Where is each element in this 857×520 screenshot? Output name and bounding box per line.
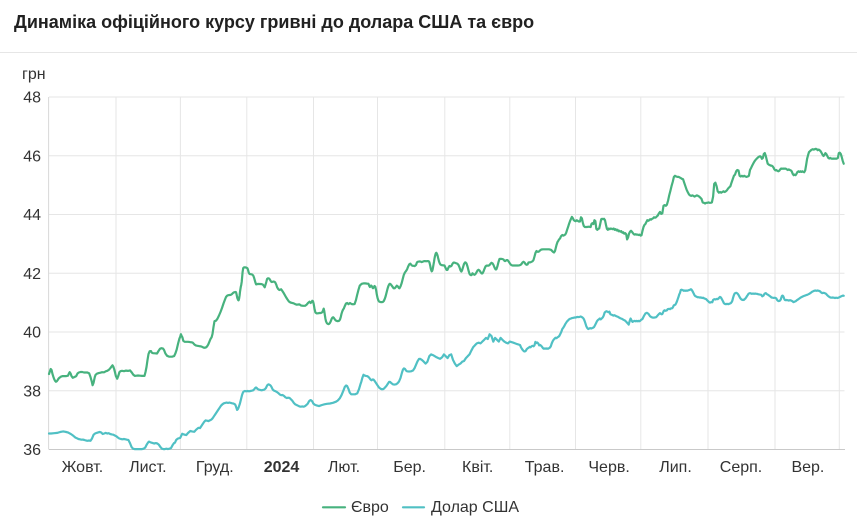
svg-text:Євро: Євро: [351, 499, 389, 516]
svg-text:Лип.: Лип.: [659, 459, 692, 476]
svg-text:Вер.: Вер.: [791, 459, 824, 476]
svg-text:Квіт.: Квіт.: [462, 459, 493, 476]
svg-text:Долар США: Долар США: [431, 499, 519, 516]
svg-text:44: 44: [23, 207, 41, 224]
svg-text:48: 48: [23, 90, 41, 107]
svg-text:Лют.: Лют.: [328, 459, 360, 476]
svg-text:Бер.: Бер.: [393, 459, 426, 476]
svg-text:Груд.: Груд.: [196, 459, 234, 476]
svg-text:грн: грн: [22, 66, 46, 83]
svg-text:Трав.: Трав.: [525, 459, 565, 476]
svg-text:36: 36: [23, 442, 41, 459]
svg-text:Жовт.: Жовт.: [62, 459, 104, 476]
svg-text:42: 42: [23, 266, 41, 283]
svg-text:46: 46: [23, 148, 41, 165]
svg-text:2024: 2024: [264, 459, 300, 476]
svg-text:Черв.: Черв.: [588, 459, 629, 476]
svg-text:Динаміка офіційного курсу грив: Динаміка офіційного курсу гривні до дола…: [14, 12, 534, 32]
svg-text:Лист.: Лист.: [129, 459, 166, 476]
svg-text:38: 38: [23, 383, 41, 400]
svg-text:Серп.: Серп.: [720, 459, 762, 476]
svg-text:40: 40: [23, 325, 41, 342]
